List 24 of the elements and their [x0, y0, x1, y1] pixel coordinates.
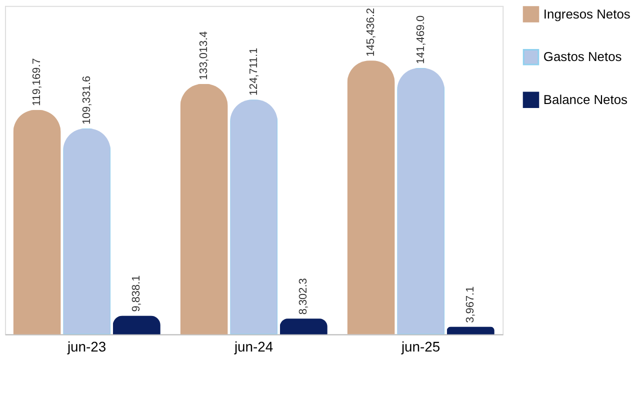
- data-label: 9,838.1: [130, 275, 143, 312]
- x-tick-label: jun-23: [66, 338, 106, 355]
- bar: [112, 316, 160, 334]
- bar: [280, 318, 328, 334]
- data-label: 141,469.0: [414, 15, 427, 64]
- data-label: 124,711.1: [248, 48, 260, 96]
- x-tick-label: jun-25: [400, 338, 440, 355]
- data-label: 109,331.6: [80, 76, 93, 125]
- legend-label: Balance Netos: [543, 92, 628, 107]
- x-tick-label: jun-24: [233, 338, 274, 355]
- data-label: 133,013.4: [198, 31, 210, 80]
- data-label: 119,169.7: [30, 58, 43, 106]
- legend-label: Ingresos Netos: [543, 6, 630, 22]
- bar: [180, 84, 228, 334]
- bar: [397, 68, 444, 334]
- data-label: 3,967.1: [464, 286, 477, 323]
- bar: [230, 100, 278, 334]
- bar: [446, 326, 494, 334]
- bar: [63, 128, 110, 334]
- data-label: 145,436.2: [364, 8, 377, 57]
- bar: [347, 60, 395, 334]
- bar: [13, 110, 61, 334]
- data-label: 8,302.3: [298, 278, 310, 315]
- legend-label: Gastos Netos: [543, 49, 622, 64]
